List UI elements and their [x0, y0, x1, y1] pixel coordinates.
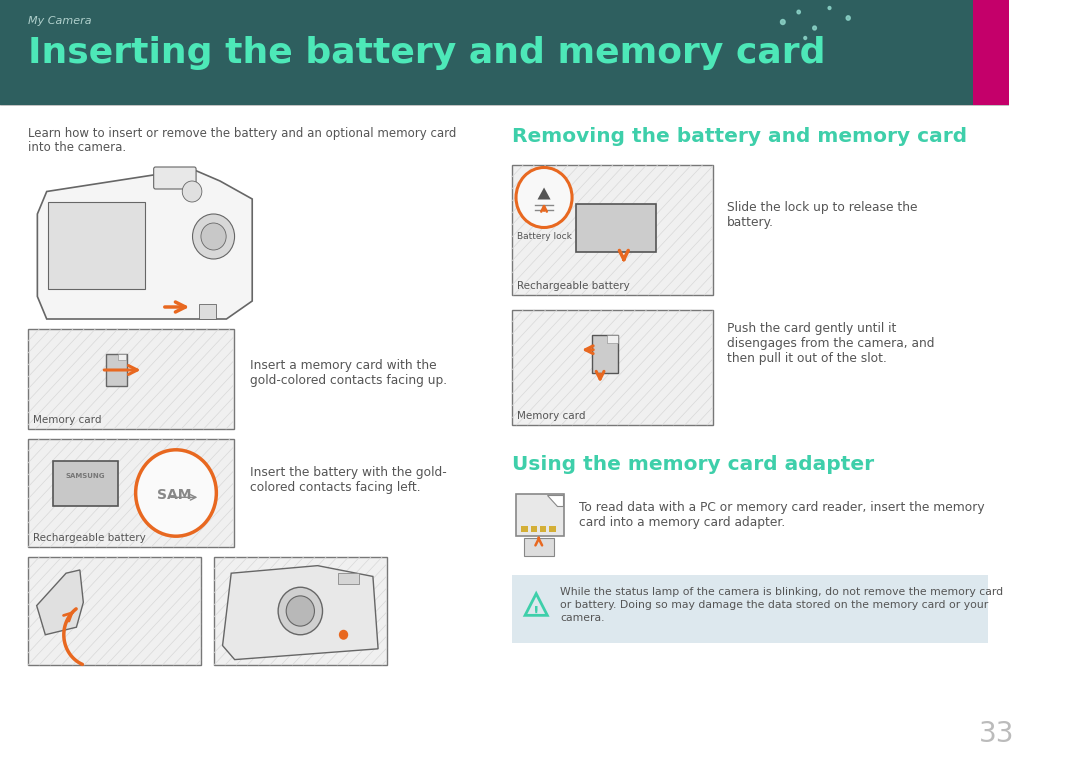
Circle shape: [797, 10, 800, 14]
Text: gold-colored contacts facing up.: gold-colored contacts facing up.: [251, 374, 447, 387]
Polygon shape: [38, 169, 253, 319]
Circle shape: [813, 26, 816, 30]
Text: Battery lock: Battery lock: [516, 232, 571, 240]
Text: My Camera: My Camera: [28, 16, 92, 26]
Text: !: !: [532, 604, 539, 619]
Bar: [338, 573, 359, 584]
Bar: [214, 557, 387, 665]
Circle shape: [828, 6, 831, 9]
Text: battery.: battery.: [727, 216, 773, 230]
Bar: [576, 204, 656, 252]
Text: Memory card: Memory card: [32, 415, 102, 425]
Text: Rechargeable battery: Rechargeable battery: [516, 281, 630, 291]
Polygon shape: [546, 495, 564, 506]
Circle shape: [846, 16, 850, 20]
Text: then pull it out of the slot.: then pull it out of the slot.: [727, 351, 887, 364]
Text: Insert a memory card with the: Insert a memory card with the: [251, 359, 437, 372]
Bar: [512, 575, 988, 643]
Circle shape: [192, 214, 234, 259]
Bar: [106, 354, 126, 386]
Circle shape: [183, 181, 202, 202]
Bar: [119, 354, 125, 360]
Text: SAM: SAM: [157, 488, 191, 502]
Text: Insert the battery with the gold-: Insert the battery with the gold-: [251, 466, 447, 479]
FancyBboxPatch shape: [153, 167, 197, 189]
Bar: [530, 526, 537, 532]
Text: colored contacts facing left.: colored contacts facing left.: [251, 481, 421, 494]
Polygon shape: [222, 565, 378, 659]
Text: Inserting the battery and memory card: Inserting the battery and memory card: [28, 36, 825, 70]
Text: Rechargeable battery: Rechargeable battery: [32, 533, 146, 543]
Bar: [53, 461, 118, 506]
Text: Slide the lock up to release the: Slide the lock up to release the: [727, 201, 917, 214]
Circle shape: [339, 630, 348, 640]
Bar: [512, 310, 713, 425]
Bar: [524, 539, 554, 555]
Text: To read data with a PC or memory card reader, insert the memory: To read data with a PC or memory card re…: [579, 501, 985, 514]
Bar: [49, 202, 145, 289]
Bar: [28, 557, 201, 665]
Bar: [28, 439, 233, 547]
Polygon shape: [37, 570, 83, 635]
Bar: [592, 335, 619, 373]
Text: card into a memory card adapter.: card into a memory card adapter.: [579, 516, 785, 529]
Circle shape: [286, 596, 314, 626]
Circle shape: [136, 450, 216, 536]
Text: or battery. Doing so may damage the data stored on the memory card or your: or battery. Doing so may damage the data…: [561, 600, 988, 610]
Text: Push the card gently until it: Push the card gently until it: [727, 321, 896, 334]
Circle shape: [781, 19, 785, 24]
FancyBboxPatch shape: [515, 494, 564, 536]
Polygon shape: [538, 187, 551, 200]
Text: Using the memory card adapter: Using the memory card adapter: [512, 455, 874, 474]
Circle shape: [516, 168, 572, 227]
Text: disengages from the camera, and: disengages from the camera, and: [727, 337, 934, 350]
Bar: [522, 526, 528, 532]
Bar: [199, 304, 216, 319]
Text: camera.: camera.: [561, 613, 605, 623]
Text: into the camera.: into the camera.: [28, 141, 126, 154]
Circle shape: [201, 223, 226, 250]
Bar: [607, 335, 618, 343]
Text: SAMSUNG: SAMSUNG: [66, 474, 105, 480]
Bar: [973, 0, 1009, 105]
Circle shape: [804, 37, 807, 40]
Bar: [540, 526, 546, 532]
Circle shape: [279, 588, 323, 635]
Text: Memory card: Memory card: [516, 411, 585, 421]
Text: Removing the battery and memory card: Removing the battery and memory card: [512, 127, 967, 146]
Text: 33: 33: [978, 720, 1014, 748]
Text: Learn how to insert or remove the battery and an optional memory card: Learn how to insert or remove the batter…: [28, 127, 457, 140]
Bar: [512, 165, 713, 295]
Bar: [0, 0, 1009, 105]
Text: While the status lamp of the camera is blinking, do not remove the memory card: While the status lamp of the camera is b…: [561, 587, 1003, 597]
Bar: [550, 526, 556, 532]
Bar: [28, 329, 233, 429]
